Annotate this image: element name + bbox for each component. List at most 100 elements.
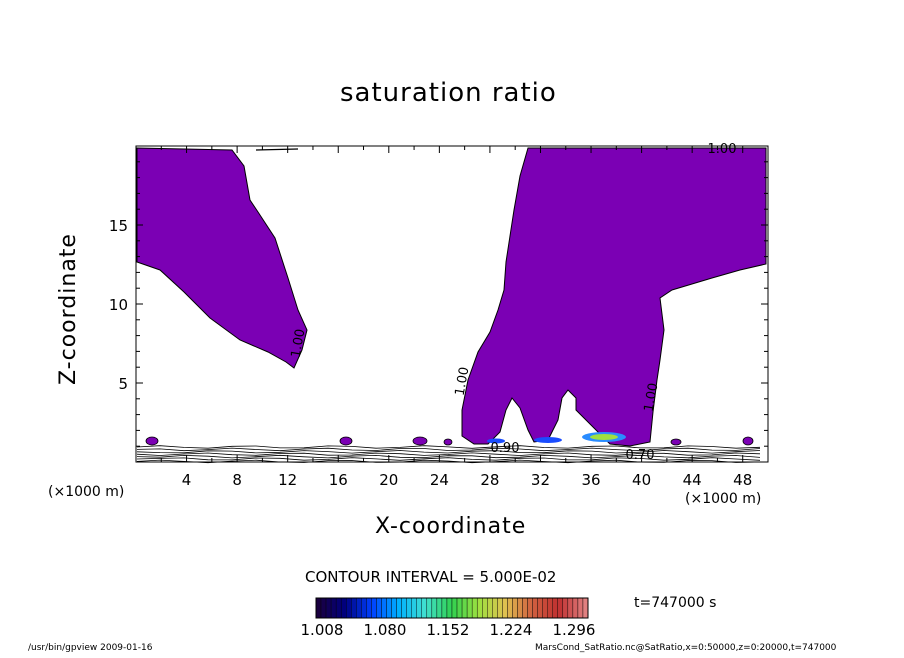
- colorbar-cell: [517, 597, 523, 619]
- colorbar-cell: [522, 597, 528, 619]
- colorbar-cell: [482, 597, 488, 619]
- colorbar-cell: [436, 597, 443, 619]
- colorbar-cell: [446, 597, 453, 619]
- colorbar-cell: [572, 597, 579, 619]
- colorbar-cell: [416, 597, 422, 619]
- colorbar-cell: [325, 597, 332, 619]
- colorbar-cell: [532, 597, 538, 619]
- colorbar-tick-label: 1.296: [553, 621, 596, 639]
- colorbar-cell: [366, 597, 372, 619]
- y-tick-label: 15: [109, 217, 128, 235]
- colorbar-cell: [562, 597, 569, 619]
- contour-interval-text: CONTOUR INTERVAL = 5.000E-02: [305, 568, 557, 586]
- x-tick-label: 16: [329, 471, 348, 489]
- contour-line: [136, 452, 761, 456]
- colorbar-cell: [497, 597, 503, 619]
- contour-label: 1.00: [708, 142, 737, 157]
- x-tick-label: 24: [430, 471, 449, 489]
- contour-label: 1.00: [453, 366, 473, 397]
- colorbar-cell: [376, 597, 382, 619]
- colorbar-cell: [315, 597, 322, 619]
- colorbar-cell: [381, 597, 387, 619]
- colorbar-cell: [356, 597, 362, 619]
- colorbar-cell: [577, 597, 584, 619]
- colorbar-cell: [461, 597, 468, 619]
- x-tick-label: 48: [733, 471, 752, 489]
- colorbar-cell: [537, 597, 543, 619]
- colorbar-tick-label: 1.152: [427, 621, 470, 639]
- contour-label: 1.00: [289, 328, 309, 359]
- colorbar-cell: [487, 597, 493, 619]
- colorbar-cell: [391, 597, 397, 619]
- contour-line: [136, 445, 761, 449]
- saturated-region-center: [461, 147, 767, 447]
- x-unit-left: (×1000 m): [48, 484, 125, 500]
- colorbar-cell: [552, 597, 558, 619]
- contour-label: 0.90: [491, 441, 520, 456]
- colorbar-cell: [567, 597, 574, 619]
- x-tick-label: 28: [480, 471, 499, 489]
- colorbar-cell: [451, 597, 458, 619]
- colorbar-cell: [456, 597, 463, 619]
- colorbar-tick-label: 1.224: [490, 621, 533, 639]
- high-value-patch: [534, 437, 562, 443]
- contour-line: [255, 148, 299, 151]
- colorbar-cell: [466, 597, 473, 619]
- contour-label: 1.00: [642, 382, 662, 413]
- contour-label: 0.70: [626, 448, 655, 463]
- colorbar-cell: [582, 597, 589, 619]
- x-tick-label: 40: [632, 471, 651, 489]
- x-unit-right: (×1000 m): [685, 491, 762, 507]
- colorbar-cell: [330, 597, 337, 619]
- colorbar-cell: [396, 597, 402, 619]
- colorbar-cell: [351, 597, 357, 619]
- colorbar-cell: [527, 597, 533, 619]
- colorbar-cell: [335, 597, 342, 619]
- y-tick-label: 10: [109, 296, 128, 314]
- colorbar-tick-label: 1.080: [364, 621, 407, 639]
- saturated-blob: [412, 436, 428, 446]
- x-tick-label: 32: [531, 471, 550, 489]
- x-tick-label: 20: [379, 471, 398, 489]
- footer-right: MarsCond_SatRatio.nc@SatRatio,x=0:50000,…: [535, 643, 837, 653]
- colorbar-cell: [401, 597, 407, 619]
- colorbar-cell: [492, 597, 498, 619]
- saturated-blob: [145, 436, 159, 446]
- contour-line: [136, 454, 761, 459]
- x-tick-label: 36: [581, 471, 600, 489]
- colorbar-cell: [507, 597, 513, 619]
- y-tick-label: 5: [118, 375, 128, 393]
- x-tick-label: 4: [182, 471, 192, 489]
- colorbar-cell: [361, 597, 367, 619]
- high-value-patch: [487, 438, 505, 444]
- contour-line: [136, 450, 761, 454]
- colorbar-cell: [547, 597, 553, 619]
- colorbar-tick-label: 1.008: [301, 621, 344, 639]
- contour-line: [136, 457, 761, 461]
- high-value-patch-green: [590, 434, 618, 440]
- x-tick-label: 44: [683, 471, 702, 489]
- colorbar-cell: [441, 597, 448, 619]
- saturated-region-left: [136, 147, 308, 369]
- footer-left: /usr/bin/gpview 2009-01-16: [28, 643, 153, 653]
- colorbar-cell: [512, 597, 518, 619]
- colorbar-cell: [421, 597, 428, 619]
- colorbar-cell: [406, 597, 412, 619]
- colorbar-cell: [386, 597, 392, 619]
- saturated-blob: [443, 438, 453, 446]
- x-axis-label: X-coordinate: [375, 514, 527, 539]
- colorbar-cell: [346, 597, 352, 619]
- y-axis-label: Z-coordinate: [56, 233, 81, 385]
- colorbar-frame: [315, 597, 589, 619]
- colorbar-cell: [542, 597, 548, 619]
- saturated-blob: [742, 436, 754, 446]
- x-tick-label: 8: [232, 471, 242, 489]
- colorbar-cell: [340, 597, 347, 619]
- chart-title: saturation ratio: [340, 78, 557, 108]
- saturated-blob: [670, 438, 682, 446]
- colorbar-cell: [476, 597, 483, 619]
- colorbar-cell: [411, 597, 417, 619]
- saturated-blob: [339, 436, 353, 446]
- colorbar-cell: [431, 597, 438, 619]
